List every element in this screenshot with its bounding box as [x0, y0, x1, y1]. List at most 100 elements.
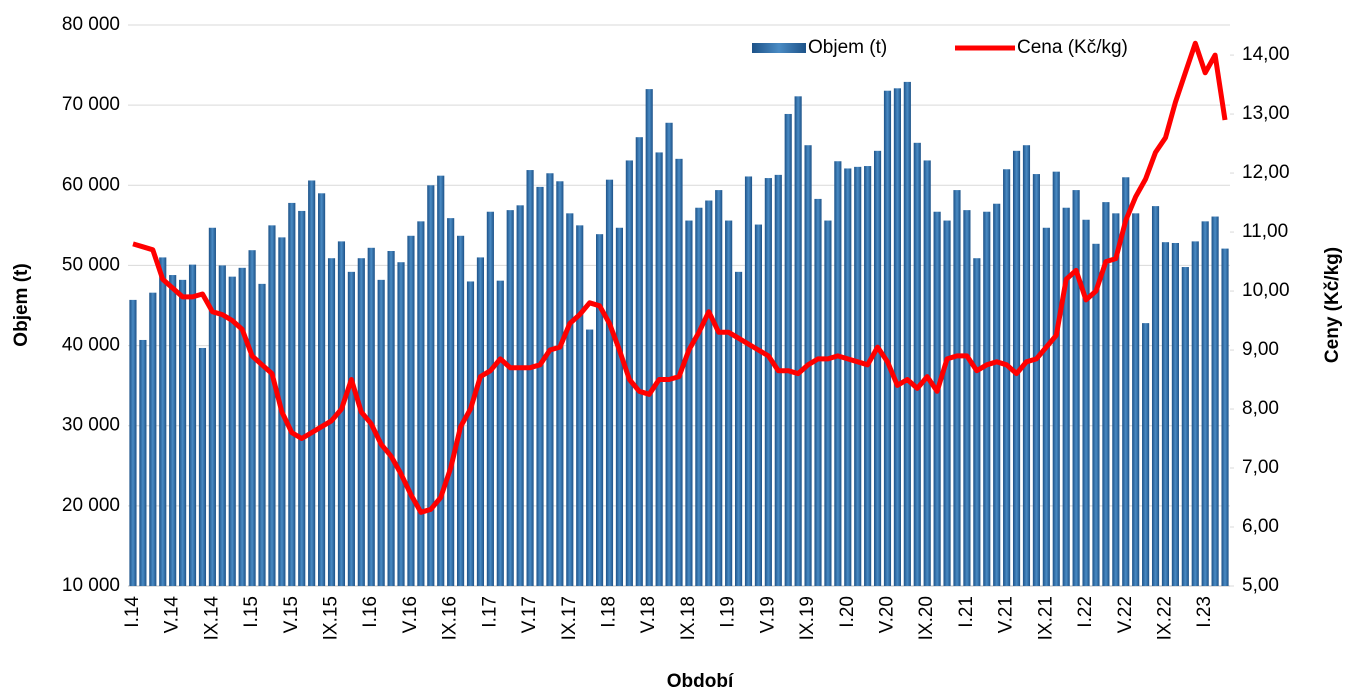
- x-tick-label: IX.16: [440, 596, 461, 640]
- x-tick-label: V.14: [162, 596, 183, 634]
- bar: [774, 174, 782, 587]
- bar: [337, 241, 346, 586]
- y-tick-label: 40 000: [62, 335, 120, 356]
- bar: [983, 211, 991, 587]
- bar: [993, 203, 1001, 586]
- bar: [566, 213, 574, 587]
- bar: [407, 235, 415, 587]
- bar: [1042, 227, 1050, 587]
- bar: [794, 96, 802, 586]
- bar: [1161, 242, 1170, 587]
- bar: [586, 329, 594, 586]
- y-tick-label: 20 000: [62, 495, 120, 516]
- bar: [347, 271, 355, 586]
- y-tick-label: 60 000: [62, 174, 120, 195]
- bar: [645, 89, 653, 586]
- bar: [576, 225, 584, 586]
- bar: [208, 227, 216, 587]
- y2-tick-label: 6,00: [1242, 516, 1279, 537]
- x-tick-label: I.18: [599, 596, 620, 628]
- bar: [665, 122, 673, 586]
- x-tick-label: IX.20: [916, 596, 937, 640]
- y-tick-label: 70 000: [62, 94, 120, 115]
- bar: [169, 275, 177, 586]
- bar: [864, 166, 872, 586]
- bar: [1201, 221, 1209, 586]
- bar: [744, 176, 753, 586]
- bar: [228, 276, 236, 586]
- x-tick-label: I.14: [122, 596, 143, 628]
- bar: [1032, 174, 1040, 586]
- x-tick-label: I.21: [956, 596, 977, 628]
- bar: [198, 347, 207, 586]
- bar: [596, 234, 604, 586]
- x-tick-label: IX.22: [1154, 596, 1175, 640]
- bar: [357, 258, 365, 586]
- y2-tick-label: 14,00: [1242, 44, 1290, 65]
- x-tick-label: V.18: [638, 596, 659, 633]
- bar: [248, 250, 256, 587]
- x-tick-label: I.19: [718, 596, 739, 628]
- bar: [1191, 241, 1199, 586]
- bar: [973, 258, 981, 586]
- x-tick-label: V.19: [757, 596, 778, 633]
- bar: [1102, 202, 1110, 586]
- bar: [1003, 169, 1011, 586]
- bar: [188, 264, 197, 586]
- bar: [635, 137, 643, 586]
- bar: [516, 205, 524, 587]
- legend-swatch: [752, 43, 806, 53]
- bar: [308, 180, 316, 586]
- y2-tick-label: 8,00: [1242, 398, 1279, 419]
- bar: [1082, 219, 1090, 587]
- bar: [476, 257, 485, 586]
- bar: [129, 299, 137, 586]
- y-tick-label: 50 000: [62, 254, 120, 275]
- x-tick-label: IX.15: [321, 596, 342, 640]
- bar: [298, 210, 306, 586]
- x-tick-label: I.22: [1075, 596, 1096, 628]
- bar: [486, 211, 494, 587]
- bar: [913, 142, 921, 586]
- bar: [1012, 150, 1021, 586]
- bar: [903, 81, 911, 586]
- bar: [536, 186, 544, 587]
- x-axis-title: Období: [667, 671, 734, 692]
- bar: [526, 170, 534, 586]
- bar: [883, 90, 892, 587]
- bar: [734, 271, 743, 586]
- bar: [149, 292, 157, 586]
- x-tick-label: V.21: [996, 596, 1017, 633]
- bar: [437, 175, 445, 586]
- bar: [556, 181, 564, 586]
- bar: [873, 150, 882, 586]
- bar: [238, 267, 246, 586]
- y2-tick-label: 9,00: [1242, 339, 1279, 360]
- bar: [457, 235, 465, 587]
- x-tick-label: I.15: [241, 596, 262, 628]
- x-tick-label: IX.14: [201, 596, 222, 641]
- bar: [258, 283, 266, 586]
- bar: [605, 179, 614, 586]
- bar: [417, 221, 425, 586]
- bar: [268, 225, 276, 586]
- y2-tick-label: 13,00: [1242, 103, 1290, 124]
- bar: [834, 161, 842, 586]
- x-tick-label: IX.17: [559, 596, 580, 640]
- y2-tick-label: 7,00: [1242, 457, 1279, 478]
- x-tick-label: V.22: [1115, 596, 1136, 633]
- y2-tick-label: 5,00: [1242, 575, 1279, 596]
- bar: [397, 262, 405, 586]
- legend-label: Objem (t): [808, 37, 887, 58]
- bar: [1072, 190, 1080, 586]
- x-tick-label: V.17: [519, 596, 540, 633]
- y-tick-label: 30 000: [62, 415, 120, 436]
- bar: [844, 168, 852, 586]
- bar: [933, 211, 941, 587]
- bar: [1062, 207, 1070, 586]
- x-tick-label: V.16: [400, 596, 421, 633]
- x-tick-label: I.23: [1194, 596, 1215, 628]
- bar: [943, 220, 951, 586]
- bar: [506, 210, 514, 586]
